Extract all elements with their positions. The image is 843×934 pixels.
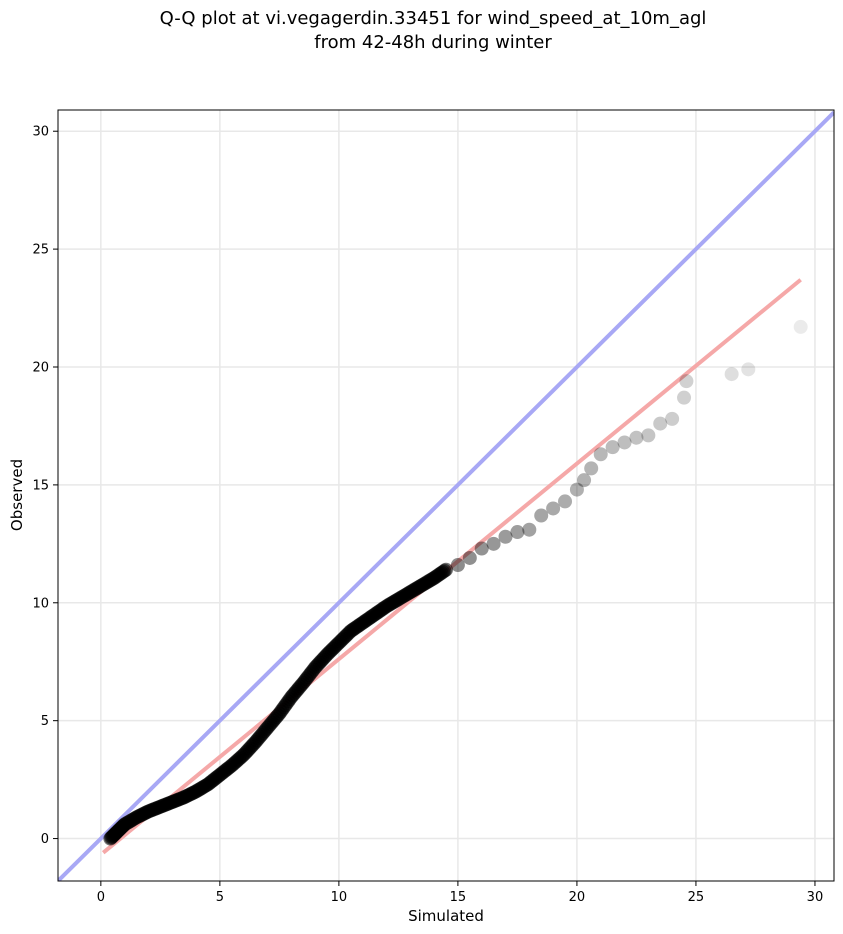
data-point-tail — [641, 428, 656, 443]
y-axis-label: Observed — [8, 459, 26, 531]
x-tick-label: 25 — [688, 890, 705, 905]
data-point-tail — [569, 482, 584, 497]
data-point-tail — [486, 536, 501, 551]
identity-reference-line — [58, 110, 834, 881]
data-point-tail — [474, 541, 489, 556]
y-tick-label: 10 — [32, 596, 49, 611]
data-point-tail — [558, 494, 573, 509]
data-point-tail — [510, 525, 525, 540]
plot-lines — [58, 110, 834, 881]
data-point-tail — [498, 529, 513, 544]
y-tick-label: 0 — [41, 832, 49, 847]
data-point-tail — [665, 411, 680, 426]
data-point-tail — [605, 440, 620, 455]
data-point-tail — [577, 473, 592, 488]
data-point-tail — [462, 550, 477, 565]
data-point-tail — [617, 435, 632, 450]
data-point — [439, 562, 453, 577]
plot-frame — [57, 109, 835, 882]
data-point-tail — [677, 390, 692, 405]
y-tick-label: 25 — [32, 243, 49, 258]
y-tick-label: 20 — [32, 361, 49, 376]
x-axis-label: Simulated — [408, 907, 484, 925]
x-tick-label: 0 — [97, 890, 105, 905]
data-point-tail — [793, 319, 808, 334]
data-points — [103, 319, 808, 846]
x-tick-label: 30 — [807, 890, 824, 905]
grid-lines — [58, 110, 834, 881]
x-axis-ticks: 0 5 10 15 20 25 30 — [97, 881, 824, 905]
data-point-tail — [679, 374, 694, 389]
x-tick-label: 5 — [216, 890, 224, 905]
data-point-tail — [450, 558, 465, 573]
data-point-tail — [653, 416, 668, 431]
data-point-tail — [522, 522, 537, 537]
y-tick-label: 5 — [41, 714, 49, 729]
chart-title: Q-Q plot at vi.vegagerdin.33451 for wind… — [160, 8, 707, 29]
data-point-tail — [584, 461, 599, 476]
data-point-tail — [546, 501, 561, 516]
x-tick-label: 15 — [450, 890, 467, 905]
data-point-tail — [724, 367, 739, 382]
data-point-tail — [741, 362, 756, 377]
y-tick-label: 15 — [32, 478, 49, 493]
x-tick-label: 10 — [331, 890, 348, 905]
y-axis-ticks: 0 5 10 15 20 25 30 — [32, 125, 58, 847]
chart-subtitle: from 42-48h during winter — [314, 32, 552, 53]
data-point-tail — [629, 430, 644, 445]
data-point-tail — [593, 447, 608, 462]
data-point-tail — [534, 508, 549, 523]
y-tick-label: 30 — [32, 125, 49, 140]
x-tick-label: 20 — [569, 890, 586, 905]
